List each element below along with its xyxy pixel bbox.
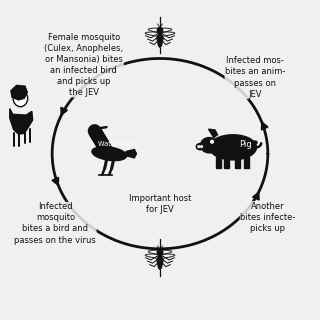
Ellipse shape (13, 90, 28, 107)
Text: Infected mos-
bites an anim-
passes on
JEV: Infected mos- bites an anim- passes on J… (225, 56, 285, 99)
Circle shape (211, 140, 213, 143)
Circle shape (157, 250, 163, 255)
Ellipse shape (92, 147, 126, 161)
Text: Another
bites infecte-
picks up: Another bites infecte- picks up (240, 202, 296, 233)
Text: Important host
for JEV: Important host for JEV (129, 194, 191, 214)
Ellipse shape (90, 127, 98, 133)
Ellipse shape (158, 254, 162, 269)
Text: Female mosquito
(Culex, Anopheles,
or Mansonia) bites
an infected bird
and picks: Female mosquito (Culex, Anopheles, or Ma… (44, 33, 124, 97)
Circle shape (157, 35, 163, 42)
Circle shape (201, 146, 203, 148)
Text: Infected
mosquito
bites a bird and
passes on the virus: Infected mosquito bites a bird and passe… (14, 202, 96, 244)
Ellipse shape (196, 143, 204, 150)
Polygon shape (11, 85, 27, 100)
Polygon shape (126, 149, 136, 158)
Text: Water bird: Water bird (98, 141, 133, 147)
Bar (216, 157, 221, 168)
Ellipse shape (201, 138, 218, 153)
Bar (224, 157, 229, 168)
Polygon shape (209, 129, 218, 138)
Bar (235, 157, 240, 168)
Ellipse shape (209, 135, 257, 160)
Circle shape (157, 28, 163, 33)
Circle shape (157, 257, 163, 264)
Ellipse shape (158, 32, 162, 47)
Text: Pig: Pig (239, 140, 252, 148)
Circle shape (198, 146, 200, 148)
Bar (244, 157, 249, 168)
Polygon shape (10, 108, 33, 134)
